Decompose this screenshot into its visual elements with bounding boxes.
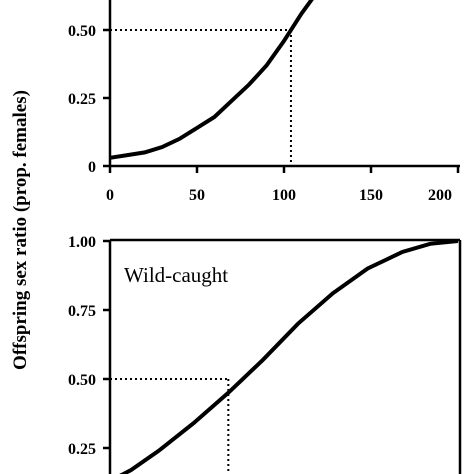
bottom-y-tick-label: 0.75 bbox=[68, 303, 96, 320]
bottom-panel: 0.25 0.50 0.75 1.00 Wild-caught bbox=[68, 234, 462, 474]
bottom-y-tick-label: 0.25 bbox=[68, 441, 96, 458]
top-series-line bbox=[109, 0, 314, 160]
top-y-tick-label: 0.25 bbox=[68, 91, 96, 108]
top-y-tick-label: 0 bbox=[88, 159, 96, 176]
top-panel: 0 50 100 150 200 0 0.25 0.50 bbox=[68, 0, 460, 204]
top-x-tick-label: 200 bbox=[428, 187, 452, 204]
top-y-tick-label: 0.50 bbox=[68, 23, 96, 40]
panel-annotation-wild-caught: Wild-caught bbox=[124, 263, 228, 287]
bottom-y-tick-label: 0.50 bbox=[68, 372, 96, 389]
bottom-series-line bbox=[119, 239, 459, 474]
top-x-tick-label: 0 bbox=[106, 187, 114, 204]
top-x-tick-label: 150 bbox=[359, 187, 383, 204]
top-x-tick-label: 50 bbox=[189, 187, 205, 204]
y-axis-label: Offspring sex ratio (prop. females) bbox=[10, 90, 31, 370]
bottom-y-tick-label: 1.00 bbox=[68, 234, 96, 251]
top-x-tick-label: 100 bbox=[272, 187, 296, 204]
